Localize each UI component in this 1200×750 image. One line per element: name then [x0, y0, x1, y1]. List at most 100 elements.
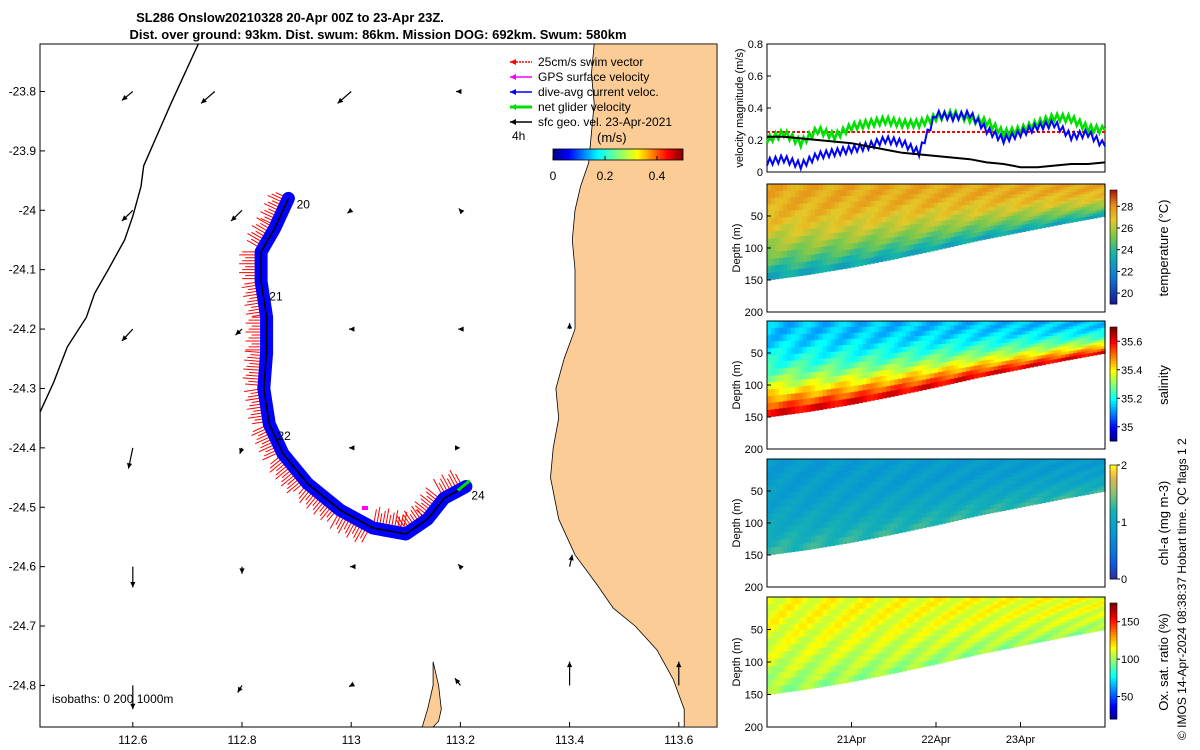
section-cell [949, 356, 955, 362]
section-cell [1053, 222, 1058, 226]
section-cell [1093, 191, 1098, 195]
section-cell [981, 235, 987, 240]
section-cell [1101, 325, 1106, 329]
section-cell [790, 393, 796, 401]
section-cell [1069, 186, 1074, 191]
section-cell [1021, 327, 1027, 332]
section-cell [1009, 494, 1015, 499]
section-cell [941, 500, 947, 506]
section-cell [918, 662, 923, 668]
section-cell [989, 344, 995, 349]
section-cell [1065, 461, 1070, 466]
section-cell [906, 250, 911, 257]
section-cell [882, 337, 887, 344]
section-cell [770, 672, 776, 681]
section-cell [1061, 492, 1066, 497]
section-cell [993, 218, 999, 223]
section-cell [949, 210, 955, 216]
section-cell [981, 332, 987, 338]
section-cell [969, 647, 975, 653]
section-cell [918, 385, 923, 391]
section-cell [806, 346, 812, 354]
section-cell [969, 605, 975, 611]
section-cell [782, 387, 788, 396]
section-cell [882, 613, 887, 620]
section-cell [985, 348, 991, 353]
section-y-tick-label: 50 [751, 211, 763, 223]
section-cell [1089, 473, 1094, 477]
section-cell [794, 406, 800, 414]
section-cell [1045, 336, 1050, 340]
section-cell [1033, 321, 1038, 325]
section-cell [993, 631, 999, 636]
section-cell [890, 221, 895, 228]
section-cell [1057, 349, 1062, 354]
section-cell [1077, 493, 1082, 497]
section-cell [770, 348, 776, 356]
section-cell [798, 392, 804, 400]
section-cell [894, 215, 899, 222]
section-cell [1017, 355, 1023, 360]
section-cell [906, 500, 911, 506]
section-cell [894, 459, 899, 465]
section-cell [1049, 356, 1054, 361]
section-cell [1081, 349, 1086, 353]
section-cell [1053, 467, 1058, 472]
section-cell [910, 658, 915, 665]
section-cell [965, 648, 971, 653]
section-cell [874, 348, 879, 356]
section-cell [937, 353, 943, 359]
section-cell [1005, 487, 1011, 493]
section-cell [941, 380, 947, 386]
section-cell [1001, 184, 1007, 189]
section-cell [862, 482, 868, 489]
section-cell [850, 459, 856, 466]
section-ylabel: Depth (m) [731, 224, 743, 273]
section-cell [1061, 192, 1066, 196]
section-cell [1057, 344, 1062, 348]
section-cell [774, 402, 780, 410]
section-cell [993, 620, 999, 625]
section-cell [934, 644, 939, 651]
section-cell [842, 483, 848, 490]
section-cell [810, 365, 816, 373]
section-cell [1021, 486, 1027, 491]
section-cell [858, 632, 864, 639]
section-cell [937, 339, 943, 345]
section-cell [961, 376, 967, 382]
section-cell [985, 466, 991, 472]
section-cell [973, 365, 979, 371]
section-cell [858, 201, 864, 208]
section-cell [842, 345, 848, 352]
section-cell [842, 184, 848, 191]
section-cell [961, 635, 967, 641]
section-cell [822, 616, 828, 624]
section-cell [834, 257, 840, 265]
section-cell [1017, 621, 1023, 626]
section-cell [945, 495, 951, 501]
section-cell [922, 345, 927, 351]
section-cell [973, 475, 979, 480]
section-cell [886, 358, 891, 366]
section-cell [838, 381, 844, 389]
section-cell [961, 205, 967, 211]
section-cell [854, 344, 860, 351]
section-cell [993, 459, 999, 464]
section-cell [870, 326, 875, 333]
section-cell [1097, 330, 1102, 334]
section-cell [1045, 327, 1050, 331]
section-cell [1049, 189, 1054, 194]
section-cell [1021, 217, 1027, 222]
section-cell [767, 382, 772, 390]
section-cell [965, 230, 971, 235]
section-cell [1045, 477, 1050, 481]
section-cell [1077, 472, 1082, 476]
section-cell [767, 624, 772, 633]
section-cell [842, 652, 848, 659]
section-cell [1013, 328, 1019, 333]
section-cell [1029, 468, 1035, 473]
section-cell [850, 207, 856, 215]
section-cell [1077, 339, 1082, 343]
section-cell [926, 198, 931, 204]
